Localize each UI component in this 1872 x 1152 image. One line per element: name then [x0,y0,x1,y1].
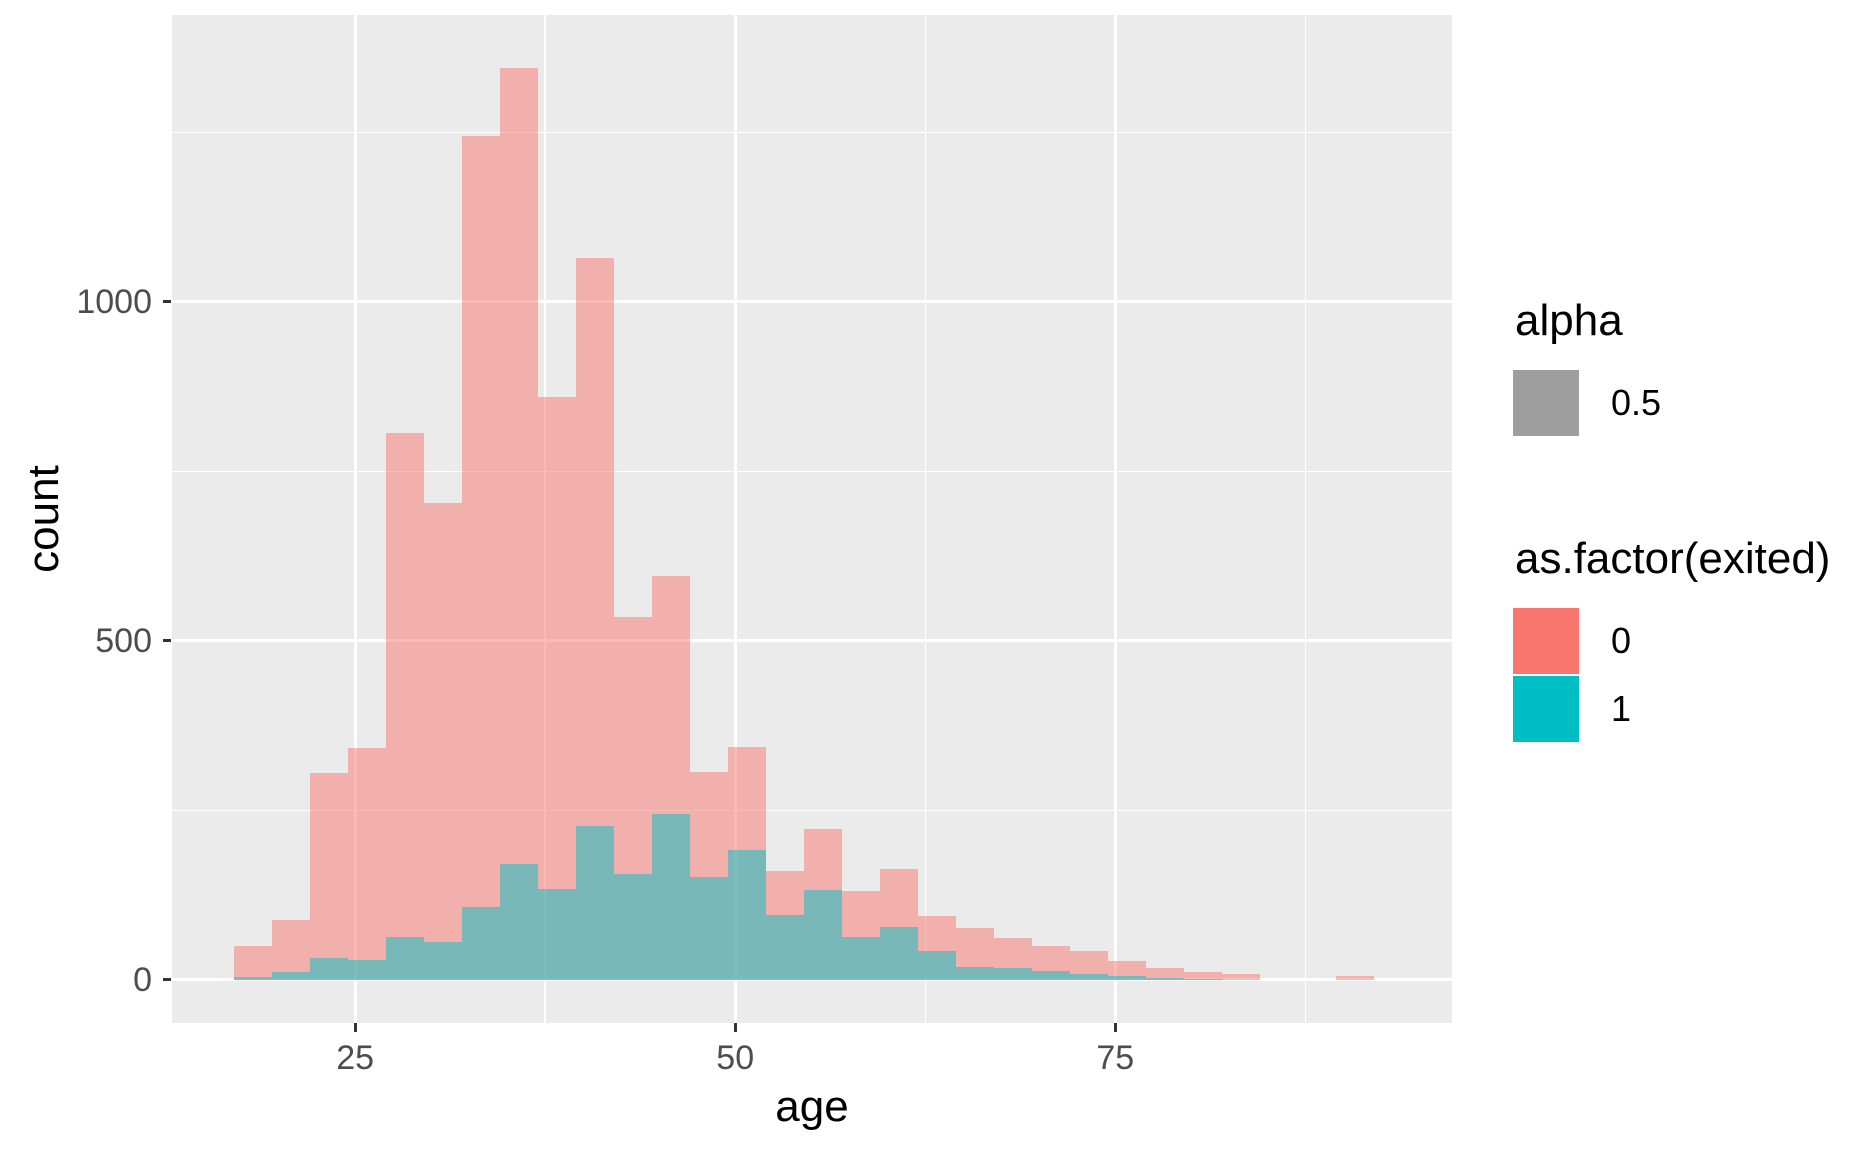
histogram-bar-exited-0 [1183,971,1222,980]
histogram-bar-exited-0 [309,773,348,980]
histogram-bar-exited-1 [233,977,272,980]
histogram-bar-exited-0 [385,433,424,980]
histogram-bar-exited-1 [689,876,728,980]
histogram-bar-exited-0 [271,920,310,980]
histogram-bar-exited-0 [1107,960,1146,980]
histogram-bar-exited-0 [423,503,462,980]
histogram-bar-exited-0 [461,135,500,980]
y-axis-title: count [19,465,68,573]
histogram-bar-exited-0 [1145,968,1184,980]
x-axis-tick-label: 50 [716,1039,755,1077]
legend-row-exited-0: 0 [1513,608,1863,674]
histogram-bar-exited-0 [499,67,538,980]
grid-major-x [353,15,357,1023]
histogram-bar-exited-1 [1031,971,1070,980]
histogram-bar-exited-1 [613,874,652,980]
grid-minor-y [172,131,1452,134]
legend-title-fill: as.factor(exited) [1515,534,1831,583]
histogram-bar-exited-1 [955,966,994,980]
histogram-bar-exited-1 [1069,974,1108,980]
legend-label-exited-0: 0 [1611,620,1632,661]
histogram-bar-exited-1 [727,849,766,980]
histogram-bar-exited-1 [575,825,614,980]
y-axis-tick [163,639,171,643]
histogram-bar-exited-1 [423,941,462,980]
histogram-bar-exited-1 [879,926,918,980]
histogram-bar-exited-0 [1221,974,1260,980]
histogram-bar-exited-1 [461,906,500,980]
histogram-bar-exited-0 [347,747,386,980]
x-axis-tick [1113,1023,1117,1032]
legend-title-alpha: alpha [1515,296,1623,345]
x-axis-tick-label: 25 [336,1039,375,1077]
legend-key-exited-0-swatch [1513,608,1579,674]
x-axis-tick-label: 75 [1096,1039,1135,1077]
legend-label-alpha: 0.5 [1611,382,1662,423]
histogram-bar-exited-1 [803,889,842,980]
histogram-bar-exited-1 [385,937,424,980]
grid-minor-y [172,470,1452,473]
legend: alpha 0.5 as.factor(exited) 0 1 [1513,296,1863,744]
grid-minor-x [1304,15,1307,1023]
histogram-bar-exited-1 [537,889,576,980]
grid-major-y [172,978,1452,982]
histogram-bar-exited-0 [537,396,576,980]
legend-row-exited-1: 1 [1513,676,1863,742]
y-axis-tick-label: 1000 [76,282,152,321]
histogram-bar-exited-1 [1183,978,1222,980]
grid-major-x [1113,15,1117,1023]
grid-major-x [733,15,737,1023]
x-axis-title: age [775,1082,849,1131]
histogram-bar-exited-1 [347,959,386,980]
histogram-bar-exited-1 [651,814,690,980]
grid-major-y [172,639,1452,643]
grid-minor-y [172,809,1452,812]
histogram-bar-exited-1 [1145,977,1184,980]
x-axis-tick [353,1023,357,1032]
y-axis-tick [163,978,171,982]
histogram-bar-exited-1 [993,968,1032,980]
legend-label-exited-1: 1 [1611,688,1632,729]
legend-key-alpha-swatch [1513,370,1579,436]
x-axis-tick [733,1023,737,1032]
histogram-bar-exited-1 [271,971,310,980]
histogram-bar-exited-1 [917,950,956,980]
y-axis-tick-label: 0 [133,960,152,999]
legend-row-alpha: 0.5 [1513,370,1863,436]
legend-spacer [1513,438,1863,534]
histogram-bar-exited-1 [841,937,880,980]
histogram-bar-exited-0 [233,945,272,980]
y-axis-tick [163,300,171,304]
legend-key-exited-1-swatch [1513,676,1579,742]
histogram-bar-exited-1 [309,958,348,980]
grid-major-y [172,300,1452,304]
histogram-bar-exited-1 [499,863,538,980]
histogram-bar-exited-1 [1107,976,1146,980]
histogram-bar-exited-1 [765,915,804,980]
histogram-bar-exited-0 [1335,976,1374,980]
grid-minor-x [924,15,926,1023]
y-axis-tick-label: 500 [95,621,152,660]
